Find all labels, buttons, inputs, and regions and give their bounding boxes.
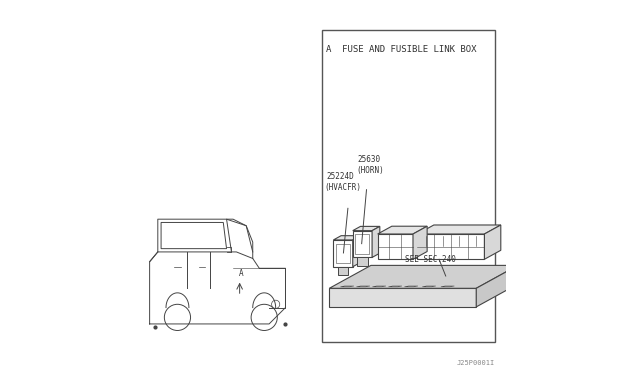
Polygon shape (441, 286, 454, 287)
Polygon shape (372, 227, 380, 257)
Text: A: A (239, 269, 243, 279)
Polygon shape (422, 286, 436, 287)
Circle shape (271, 300, 280, 308)
Polygon shape (330, 265, 518, 288)
FancyBboxPatch shape (322, 30, 495, 342)
Polygon shape (417, 225, 500, 234)
Polygon shape (353, 231, 372, 257)
Polygon shape (333, 240, 353, 267)
Polygon shape (372, 286, 386, 287)
Text: 25630: 25630 (357, 155, 380, 164)
Polygon shape (357, 257, 368, 266)
Text: (HVACFR): (HVACFR) (325, 183, 362, 192)
Polygon shape (388, 286, 402, 287)
Circle shape (251, 304, 277, 330)
Polygon shape (333, 236, 360, 240)
Polygon shape (353, 227, 380, 231)
Polygon shape (378, 234, 413, 259)
Polygon shape (484, 225, 500, 259)
Polygon shape (476, 265, 518, 307)
Polygon shape (378, 226, 427, 234)
Polygon shape (356, 286, 370, 287)
Polygon shape (338, 267, 348, 275)
Polygon shape (413, 226, 427, 259)
Polygon shape (330, 288, 476, 307)
Polygon shape (355, 234, 369, 254)
Polygon shape (417, 234, 484, 259)
Polygon shape (336, 244, 350, 263)
Text: 25224D: 25224D (326, 171, 354, 180)
Text: SEE SEC.240: SEE SEC.240 (405, 255, 456, 264)
Text: (HORN): (HORN) (356, 166, 384, 175)
Polygon shape (161, 222, 227, 248)
Polygon shape (353, 236, 360, 267)
Text: A  FUSE AND FUSIBLE LINK BOX: A FUSE AND FUSIBLE LINK BOX (326, 45, 476, 54)
Polygon shape (404, 286, 418, 287)
Text: J25P0001I: J25P0001I (456, 360, 495, 366)
Circle shape (164, 304, 191, 330)
Polygon shape (340, 286, 354, 287)
